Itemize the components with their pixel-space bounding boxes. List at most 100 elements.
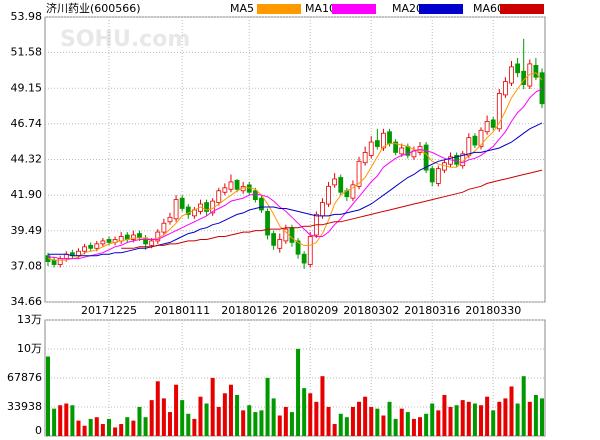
volume-bar <box>302 388 307 436</box>
volume-bar <box>289 412 294 436</box>
candle-body <box>179 197 185 209</box>
candle-body <box>368 141 374 156</box>
candle-body <box>466 137 472 156</box>
candle-body <box>289 227 295 243</box>
candle-body <box>228 181 234 190</box>
candle-body <box>100 240 106 245</box>
volume-bar <box>357 401 362 436</box>
volume-bar <box>411 418 416 436</box>
ma-line <box>121 169 543 249</box>
legend-swatch <box>257 4 301 14</box>
volume-bar <box>344 417 349 436</box>
x-tick-label: 20171225 <box>81 304 137 317</box>
candle-body <box>320 202 325 217</box>
volume-bar <box>436 410 441 436</box>
volume-bar <box>143 417 148 436</box>
volume-bar <box>265 377 270 436</box>
y-tick-label: 46.74 <box>11 117 43 130</box>
volume-bar <box>167 412 172 436</box>
volume-bar <box>70 405 75 436</box>
candle-body <box>472 135 478 146</box>
volume-bar <box>533 394 538 436</box>
volume-bar <box>82 425 87 436</box>
volume-bar <box>64 403 69 436</box>
candle-body <box>454 154 460 165</box>
candle-body <box>307 236 313 265</box>
candle-body <box>509 66 514 84</box>
volume-bar <box>527 401 532 436</box>
candle-body <box>423 144 429 171</box>
candle-body <box>338 177 344 193</box>
candle-body <box>277 239 283 249</box>
volume-bar <box>448 406 453 436</box>
candle-body <box>88 244 94 249</box>
candle-body <box>161 222 167 233</box>
volume-bar <box>332 424 337 436</box>
volume-bar <box>235 394 240 436</box>
candle-body <box>82 246 87 252</box>
volume-bar <box>46 356 50 436</box>
volume-bar <box>314 401 319 436</box>
y-tick-label: 53.98 <box>11 10 43 23</box>
volume-bar <box>174 384 179 436</box>
volume-bar <box>277 415 282 436</box>
x-tick-label: 20180302 <box>343 304 399 317</box>
candle-body <box>185 206 191 215</box>
volume-bar <box>119 424 124 436</box>
candle-body <box>57 258 63 265</box>
volume-bar <box>259 410 264 436</box>
candle-body <box>76 250 81 257</box>
volume-bar <box>418 417 423 436</box>
y-tick-label: 44.32 <box>11 153 43 166</box>
volume-bar <box>387 401 392 436</box>
candle-body <box>137 233 142 239</box>
volume-bar <box>88 418 93 436</box>
candle-body <box>515 63 521 74</box>
candle-body <box>478 129 484 147</box>
y-tick-label: 39.49 <box>11 224 43 237</box>
volume-bar <box>363 396 368 436</box>
y-tick-label: 41.90 <box>11 188 43 201</box>
volume-bar <box>381 415 386 436</box>
candle-body <box>350 184 356 199</box>
legend-label: MA10 <box>305 2 336 15</box>
candle-body <box>143 237 148 245</box>
volume-bar <box>155 381 160 436</box>
volume-bar <box>369 406 374 436</box>
volume-bar <box>491 410 496 436</box>
ma-line <box>47 72 543 261</box>
volume-bar <box>210 377 215 436</box>
x-tick-label: 20180111 <box>154 304 210 317</box>
volume-bar <box>216 406 221 436</box>
candle-body <box>295 240 301 255</box>
candle-body <box>204 202 209 212</box>
volume-bar <box>485 396 490 436</box>
candle-body <box>265 211 270 236</box>
candle-body <box>387 131 392 144</box>
volume-bar <box>283 406 288 436</box>
legend-label: MA20 <box>392 2 423 15</box>
candle-body <box>252 190 258 201</box>
volume-bar <box>241 410 246 436</box>
ma-line <box>48 122 543 257</box>
ma-line <box>48 88 543 260</box>
volume-tick-label: 67876 <box>7 371 42 384</box>
candle-body <box>234 180 240 190</box>
candle-body <box>51 259 57 265</box>
y-tick-label: 37.08 <box>11 259 43 272</box>
volume-bar <box>137 406 142 436</box>
volume-bar <box>540 398 544 436</box>
watermark: SOHU.com <box>60 27 190 52</box>
volume-bar <box>454 405 459 436</box>
candle-body <box>503 81 508 96</box>
candle-body <box>173 199 179 220</box>
volume-bar <box>430 403 435 436</box>
volume-bar <box>338 413 343 436</box>
candle-body <box>429 168 435 183</box>
volume-bar <box>161 398 166 436</box>
volume-bar <box>106 418 111 436</box>
y-tick-label: 34.66 <box>11 295 43 308</box>
volume-bar <box>326 406 331 436</box>
chart-title: 济川药业(600566) <box>46 1 141 15</box>
